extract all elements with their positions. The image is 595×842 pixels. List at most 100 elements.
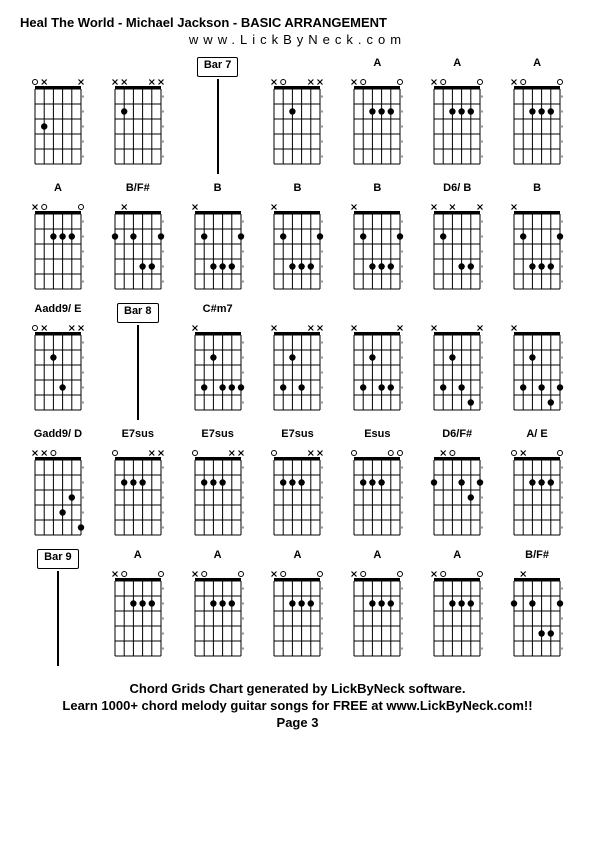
chord-label: B <box>214 182 222 198</box>
chord-cell: Bar 8 <box>100 303 176 420</box>
chord-diagram <box>266 321 328 416</box>
chord-diagram <box>266 200 328 295</box>
url-text: www.LickByNeck.com <box>20 32 575 47</box>
chord-label: B/F# <box>126 182 150 198</box>
chord-label <box>136 57 139 73</box>
chord-cell: Aadd9/ E <box>20 303 96 420</box>
chord-diagram <box>107 446 169 541</box>
bar-line <box>57 571 59 666</box>
chord-cell: E7sus <box>100 428 176 541</box>
chord-cell: A <box>260 549 336 666</box>
chord-cell: B/F# <box>100 182 176 295</box>
chord-diagram <box>426 321 488 416</box>
chord-label: B <box>533 182 541 198</box>
page-number: Page 3 <box>20 715 575 732</box>
chord-label: Bar 7 <box>197 57 239 77</box>
chord-label <box>536 303 539 319</box>
chord-diagram <box>426 446 488 541</box>
chord-cell: A/ E <box>499 428 575 541</box>
chord-cell: Esus <box>339 428 415 541</box>
chord-label <box>296 303 299 319</box>
chord-cell: C#m7 <box>180 303 256 420</box>
chord-label: A <box>294 549 302 565</box>
chord-label: A <box>134 549 142 565</box>
chord-label: Esus <box>364 428 390 444</box>
chord-label <box>296 57 299 73</box>
chord-cell: B/F# <box>499 549 575 666</box>
chord-label: Aadd9/ E <box>34 303 81 319</box>
chord-cell: A <box>419 57 495 174</box>
chord-grid: Bar 7 AAAAB/F#BBBD6/ BBAadd9/ EBar 8C#m7… <box>20 57 575 666</box>
chord-label: Bar 9 <box>37 549 79 569</box>
chord-cell: A <box>180 549 256 666</box>
chord-cell <box>419 303 495 420</box>
chord-diagram <box>107 200 169 295</box>
chord-diagram <box>346 75 408 170</box>
footer: Chord Grids Chart generated by LickByNec… <box>20 681 575 732</box>
chord-diagram <box>426 567 488 662</box>
chord-label: B <box>373 182 381 198</box>
chord-diagram <box>187 200 249 295</box>
chord-label: A <box>373 57 381 73</box>
chord-diagram <box>506 200 568 295</box>
chord-diagram <box>506 567 568 662</box>
chord-diagram <box>346 321 408 416</box>
chord-diagram <box>266 567 328 662</box>
chord-diagram <box>107 75 169 170</box>
chord-cell: A <box>499 57 575 174</box>
bar-line <box>137 325 139 420</box>
chord-diagram <box>27 200 89 295</box>
chord-diagram <box>506 75 568 170</box>
chord-diagram <box>506 446 568 541</box>
chord-label: C#m7 <box>203 303 233 319</box>
chord-diagram <box>346 200 408 295</box>
chord-label <box>456 303 459 319</box>
chord-label <box>56 57 59 73</box>
chord-cell: Gadd9/ D <box>20 428 96 541</box>
chord-diagram <box>187 321 249 416</box>
chord-label: A <box>533 57 541 73</box>
chord-cell <box>260 57 336 174</box>
chord-cell: B <box>180 182 256 295</box>
chord-cell <box>339 303 415 420</box>
chord-cell: E7sus <box>260 428 336 541</box>
chord-diagram <box>27 321 89 416</box>
chord-diagram <box>426 75 488 170</box>
chord-diagram <box>506 321 568 416</box>
chord-label: B <box>294 182 302 198</box>
chord-cell: A <box>20 182 96 295</box>
chord-cell: A <box>100 549 176 666</box>
chord-cell <box>100 57 176 174</box>
footer-line2: Learn 1000+ chord melody guitar songs fo… <box>20 698 575 715</box>
chord-cell <box>499 303 575 420</box>
chord-label: E7sus <box>281 428 313 444</box>
chord-cell: B <box>499 182 575 295</box>
chord-label: D6/ B <box>443 182 471 198</box>
chord-label: A <box>373 549 381 565</box>
footer-line1: Chord Grids Chart generated by LickByNec… <box>20 681 575 698</box>
chord-diagram <box>346 446 408 541</box>
chord-cell: A <box>419 549 495 666</box>
chord-label <box>376 303 379 319</box>
chord-cell <box>260 303 336 420</box>
chord-label: A <box>214 549 222 565</box>
chord-diagram <box>426 200 488 295</box>
chord-label: A <box>54 182 62 198</box>
chord-diagram <box>187 446 249 541</box>
chord-cell: B <box>260 182 336 295</box>
chord-diagram <box>266 446 328 541</box>
chord-cell: Bar 7 <box>180 57 256 174</box>
chord-diagram <box>187 567 249 662</box>
chord-cell <box>20 57 96 174</box>
chord-cell: A <box>339 57 415 174</box>
chord-diagram <box>107 567 169 662</box>
chord-label: E7sus <box>122 428 154 444</box>
bar-line <box>217 79 219 174</box>
chord-diagram <box>27 75 89 170</box>
chord-diagram <box>27 446 89 541</box>
chord-diagram <box>266 75 328 170</box>
chord-cell: E7sus <box>180 428 256 541</box>
chord-cell: D6/F# <box>419 428 495 541</box>
chord-label: A <box>453 57 461 73</box>
chord-cell: Bar 9 <box>20 549 96 666</box>
